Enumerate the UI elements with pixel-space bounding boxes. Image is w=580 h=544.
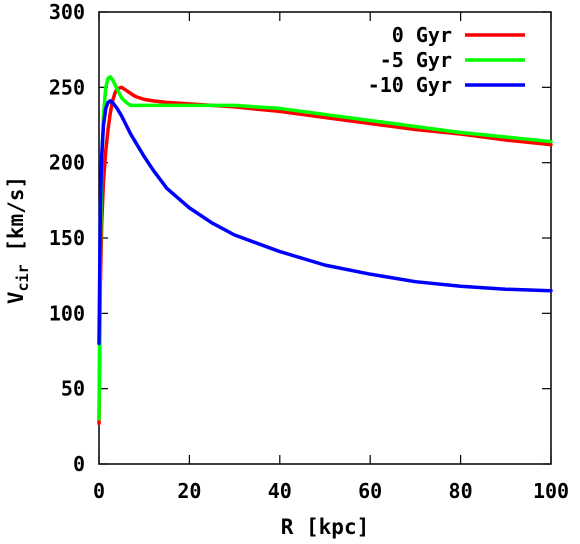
- plot-frame: [98, 11, 552, 465]
- y-tick-label: 300: [49, 0, 85, 24]
- legend-label: 0 Gyr: [392, 23, 452, 47]
- series-layer: [97, 75, 553, 426]
- legend-label: -5 Gyr: [380, 48, 452, 72]
- y-axis-label-unit: [km/s]: [4, 176, 28, 265]
- x-tick-label: 0: [93, 479, 105, 503]
- legend-label: -10 Gyr: [368, 73, 452, 97]
- y-tick-label: 150: [49, 226, 85, 250]
- x-tick-label: 100: [533, 479, 569, 503]
- series-line-0: [97, 85, 553, 426]
- x-tick-label: 80: [449, 479, 473, 503]
- y-tick-label: 0: [73, 452, 85, 476]
- y-tick-label: 200: [49, 151, 85, 175]
- y-axis-label-subscript: cir: [14, 264, 32, 291]
- x-tick-label: 40: [268, 479, 292, 503]
- series-line-1: [97, 75, 553, 421]
- y-tick-label: 100: [49, 301, 85, 325]
- series-line-2: [97, 99, 553, 346]
- legend: 0 Gyr-5 Gyr-10 Gyr: [368, 23, 525, 97]
- y-axis-label-main: V: [4, 291, 28, 304]
- y-axis-label: Vcir [km/s]: [4, 176, 32, 304]
- x-tick-label: 20: [177, 479, 201, 503]
- x-axis-label: R [kpc]: [281, 515, 370, 539]
- ticks-layer: 0 20 40 60 80 100 0 50 100 150 200 250 300: [49, 0, 569, 503]
- x-tick-label: 60: [358, 479, 382, 503]
- y-tick-label: 250: [49, 75, 85, 99]
- y-tick-label: 50: [61, 377, 85, 401]
